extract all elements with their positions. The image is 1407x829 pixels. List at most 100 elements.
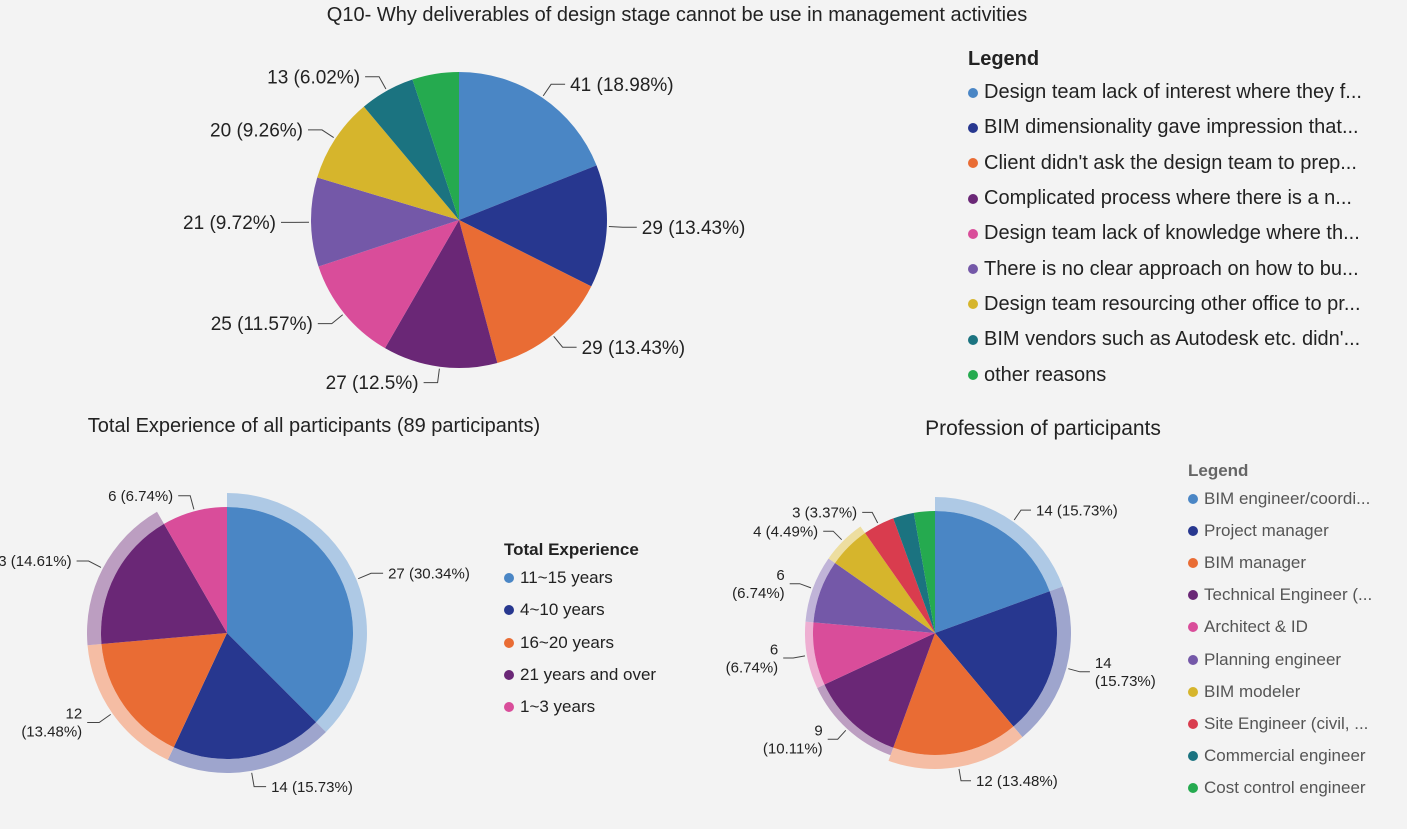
chart3-slice-8[interactable] — [893, 512, 935, 633]
chart3-legend-item[interactable]: BIM modeler — [1188, 676, 1398, 708]
chart3-slice-4[interactable] — [812, 622, 935, 685]
chart2-slice-3[interactable] — [101, 523, 227, 644]
chart2-data-label-1: 14 (15.73%) — [271, 779, 353, 796]
chart1-leader-3 — [423, 368, 440, 384]
chart1-legend-item[interactable]: BIM vendors such as Autodesk etc. didn'.… — [968, 322, 1398, 357]
chart3-legend-item[interactable]: BIM engineer/coordi... — [1188, 483, 1398, 515]
chart1-slice-6[interactable] — [317, 106, 459, 220]
chart2-pie: 27 (30.34%) 14 (15.73%) 12(13.48%) 13 (14.6… — [0, 488, 470, 796]
chart3-legend-item[interactable]: Project manager — [1188, 515, 1398, 547]
chart2-data-label-2: 12 (13.48%) — [21, 706, 82, 741]
chart3-slice-2[interactable] — [893, 633, 1014, 755]
chart1-legend-title: Legend — [968, 48, 1040, 70]
chart2-legend-label: 16~20 years — [520, 632, 615, 652]
chart2-legend-item[interactable]: 4~10 years — [504, 594, 704, 626]
chart3-slice-9[interactable] — [913, 511, 935, 633]
chart3-legend-label: BIM modeler — [1204, 681, 1301, 701]
chart1-data-label-2: 29 (13.43%) — [582, 338, 686, 359]
chart1-legend: Legend Design team lack of interest wher… — [968, 48, 1398, 393]
chart1-legend-item[interactable]: other reasons — [968, 357, 1398, 392]
chart1-legend-swatch — [968, 299, 978, 310]
chart3-legend-item[interactable]: Planning engineer — [1188, 643, 1398, 675]
chart2-data-label-0: 27 (30.34%) — [388, 566, 470, 583]
chart3-leader-7 — [862, 511, 879, 524]
chart3-data-label-3: 9 (10.11%) — [763, 722, 823, 757]
chart2-leader-0 — [358, 572, 384, 580]
chart3-legend-swatch — [1188, 686, 1198, 697]
chart2-slice-2[interactable] — [101, 633, 227, 748]
chart2-legend-title: Total Experience — [504, 540, 639, 559]
chart3-legend-label: Site Engineer (civil, ... — [1204, 713, 1369, 733]
chart1-slice-4[interactable] — [318, 220, 459, 349]
chart3-legend-swatch — [1188, 750, 1198, 761]
chart1-slice-3[interactable] — [385, 220, 498, 369]
chart1-legend-label: BIM dimensionality gave impression that.… — [984, 116, 1359, 139]
chart3-legend-label: Commercial engineer — [1204, 745, 1366, 765]
chart3-legend-label: Project manager — [1204, 521, 1329, 541]
chart1-slice-2[interactable] — [459, 220, 592, 363]
chart3-slice-ring-1 — [1013, 586, 1071, 738]
chart3-leader-5 — [789, 583, 812, 589]
chart1-leader-4 — [317, 314, 344, 325]
chart1-legend-label: Client didn't ask the design team to pre… — [984, 151, 1357, 174]
chart3-slice-0[interactable] — [935, 511, 1050, 633]
chart1-legend-swatch — [968, 370, 978, 381]
chart1-slice-7[interactable] — [363, 79, 459, 220]
chart3-slice-3[interactable] — [824, 633, 935, 748]
chart1-legend-item[interactable]: BIM dimensionality gave impression that.… — [968, 110, 1398, 145]
chart1-legend-item[interactable]: Complicated process where there is a n..… — [968, 181, 1398, 216]
chart3-legend-item[interactable]: Technical Engineer (... — [1188, 579, 1398, 611]
chart1-legend-item[interactable]: Design team lack of knowledge where th..… — [968, 216, 1398, 251]
chart2-legend-label: 4~10 years — [520, 600, 605, 620]
chart2-legend-label: 1~3 years — [520, 697, 596, 717]
chart3-slice-ring-3 — [817, 684, 894, 756]
chart3-slice-6[interactable] — [835, 533, 935, 633]
chart2-legend-item[interactable]: 21 years and over — [504, 659, 704, 691]
chart1-legend-item[interactable]: There is no clear approach on how to bu.… — [968, 251, 1398, 286]
chart1-legend-swatch — [968, 87, 978, 98]
chart2-slice-4[interactable] — [164, 507, 227, 633]
chart3-legend-swatch — [1188, 590, 1198, 601]
chart2-legend-item[interactable]: 16~20 years — [504, 627, 704, 659]
chart1-legend-item[interactable]: Design team lack of interest where they … — [968, 75, 1398, 110]
chart3-legend-item[interactable]: Architect & ID — [1188, 611, 1398, 643]
chart1-data-label-3: 27 (12.5%) — [326, 373, 419, 394]
chart1-legend-item[interactable]: Client didn't ask the design team to pre… — [968, 146, 1398, 181]
chart3-leader-4 — [783, 655, 806, 659]
chart3-legend-item[interactable]: BIM manager — [1188, 547, 1398, 579]
chart3-legend-swatch — [1188, 654, 1198, 665]
chart1-data-label-6: 20 (9.26%) — [210, 121, 303, 142]
chart2-slice-0[interactable] — [227, 506, 354, 723]
chart2-slice-1[interactable] — [173, 633, 317, 759]
chart1-slice-8[interactable] — [412, 72, 459, 220]
chart3-leader-2 — [958, 768, 971, 782]
chart3-legend-swatch — [1188, 718, 1198, 729]
chart3-legend-item[interactable]: Cost control engineer — [1188, 772, 1398, 804]
chart3-leader-0 — [1013, 509, 1031, 521]
chart3-legend-label: BIM manager — [1204, 553, 1307, 573]
chart2-legend-item[interactable]: 1~3 years — [504, 691, 704, 723]
chart3-slice-ring-6 — [828, 526, 866, 564]
chart3-legend-title: Legend — [1188, 461, 1249, 480]
chart1-slice-5[interactable] — [311, 177, 459, 267]
chart1-legend-item[interactable]: Design team resourcing other office to p… — [968, 287, 1398, 322]
chart3-legend-item[interactable]: Commercial engineer — [1188, 740, 1398, 772]
chart2-leader-2 — [87, 713, 111, 723]
chart3-slice-5[interactable] — [813, 563, 935, 633]
chart1-legend-label: Design team lack of interest where they … — [984, 81, 1362, 104]
chart1-leader-0 — [542, 83, 566, 97]
chart1-slice-0[interactable] — [459, 72, 597, 220]
chart1-slice-1[interactable] — [459, 165, 607, 287]
chart3-slice-7[interactable] — [865, 518, 935, 633]
chart3-legend-swatch — [1188, 494, 1198, 505]
chart3-pie: 14 (15.73%) 14 (15.73%) 12 (13.48%) 9 (10.11%… — [726, 497, 1156, 790]
chart3-slice-1[interactable] — [935, 591, 1057, 727]
chart2-legend-swatch — [504, 670, 514, 681]
chart2-legend-item[interactable]: 11~15 years — [504, 562, 704, 594]
chart2-slice-ring-1 — [167, 722, 326, 773]
chart3-legend-swatch — [1188, 782, 1198, 793]
chart3-slice-ring-0 — [935, 497, 1063, 592]
chart2-legend: Total Experience 11~15 years 4~10 years 16… — [504, 540, 704, 723]
chart1-leader-1 — [608, 226, 637, 228]
chart3-legend-item[interactable]: Site Engineer (civil, ... — [1188, 708, 1398, 740]
